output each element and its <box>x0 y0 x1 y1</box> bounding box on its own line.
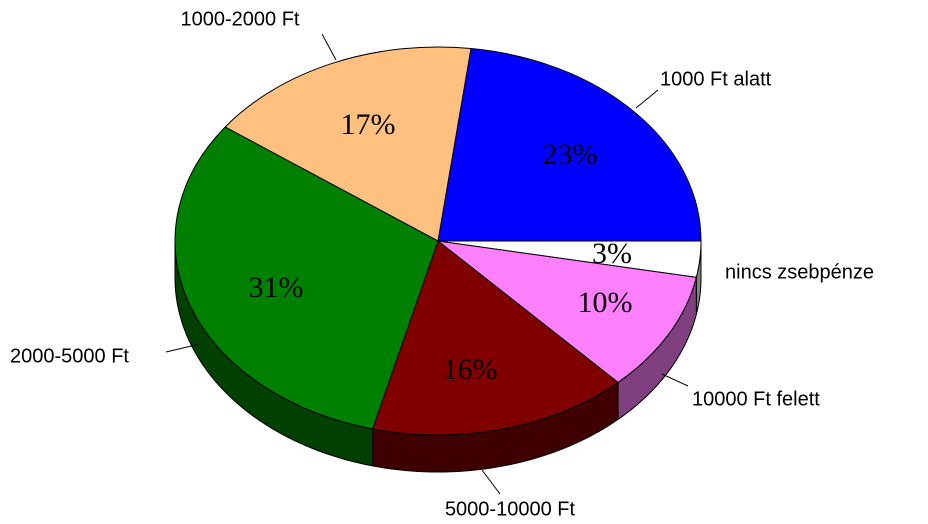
value-label: 31% <box>249 271 304 304</box>
category-label: 10000 Ft felett <box>692 388 820 410</box>
category-label: 1000-2000 Ft <box>181 8 300 30</box>
slice <box>224 46 472 242</box>
category-label: nincs zsebpénze <box>725 261 874 283</box>
category-label: 5000-10000 Ft <box>445 498 576 520</box>
category-label: 2000-5000 Ft <box>10 345 129 367</box>
leader-line <box>661 373 689 387</box>
value-label: 3% <box>592 237 632 270</box>
value-label: 17% <box>341 108 396 141</box>
value-label: 23% <box>543 138 598 171</box>
slice <box>174 126 439 430</box>
leader-line <box>481 469 501 495</box>
leader-line <box>165 343 201 353</box>
slice <box>437 47 702 242</box>
leader-line <box>321 33 337 61</box>
value-label: 10% <box>578 286 633 319</box>
slice <box>371 240 619 436</box>
slice <box>436 240 697 384</box>
leader-line <box>635 89 659 109</box>
category-label: 1000 Ft alatt <box>660 68 772 90</box>
value-label: 16% <box>443 353 498 386</box>
